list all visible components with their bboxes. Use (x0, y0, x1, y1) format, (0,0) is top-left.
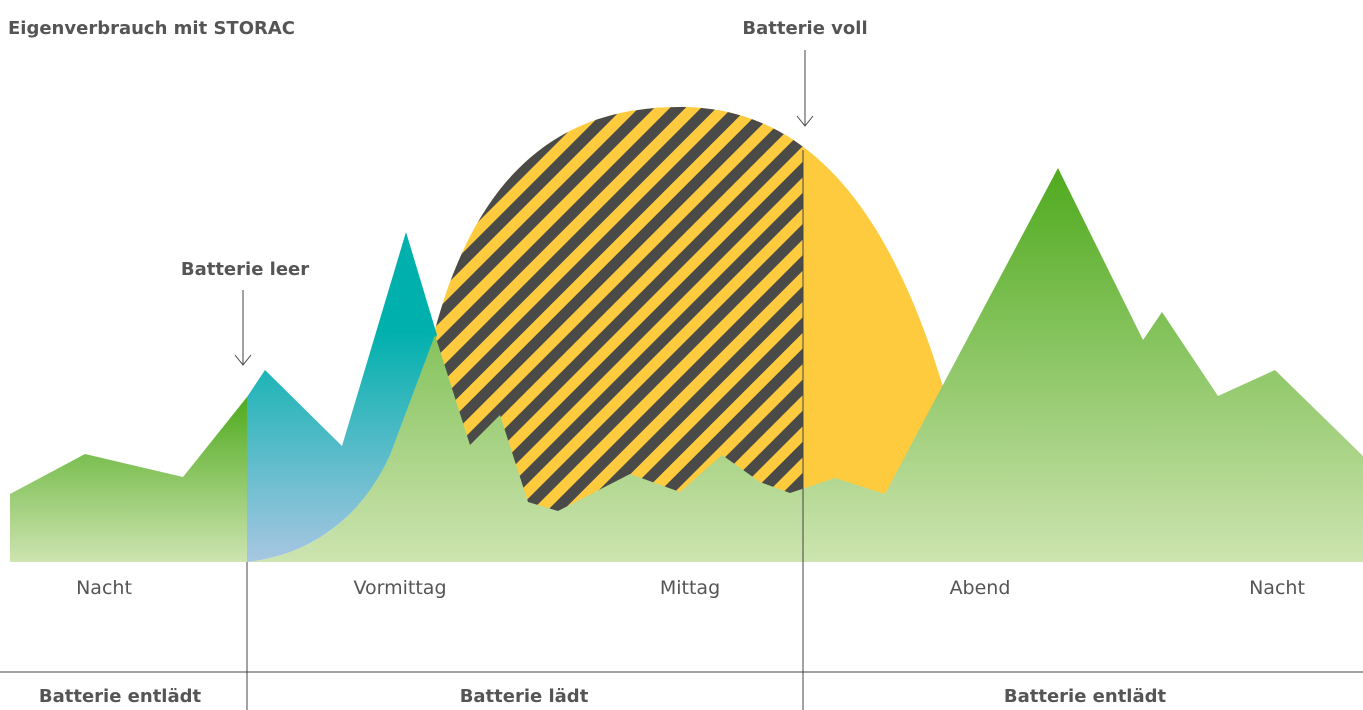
time-label: Abend (950, 577, 1011, 599)
sun-area (420, 107, 965, 562)
time-label: Mittag (660, 577, 720, 599)
phase-label: Batterie lädt (460, 686, 589, 707)
time-label: Nacht (1249, 577, 1305, 599)
title: Eigenverbrauch mit STORAC (8, 18, 295, 39)
phase-label: Batterie entlädt (39, 686, 202, 707)
time-label: Vormittag (353, 577, 446, 599)
time-label: Nacht (76, 577, 132, 599)
annotation: Batterie leer (181, 259, 309, 280)
lines (0, 50, 1363, 710)
teal-area (247, 232, 437, 562)
consumption-right (247, 168, 1363, 562)
consumption-left (10, 397, 247, 562)
annotation: Batterie voll (742, 18, 867, 39)
phase-label: Batterie entlädt (1004, 686, 1167, 707)
